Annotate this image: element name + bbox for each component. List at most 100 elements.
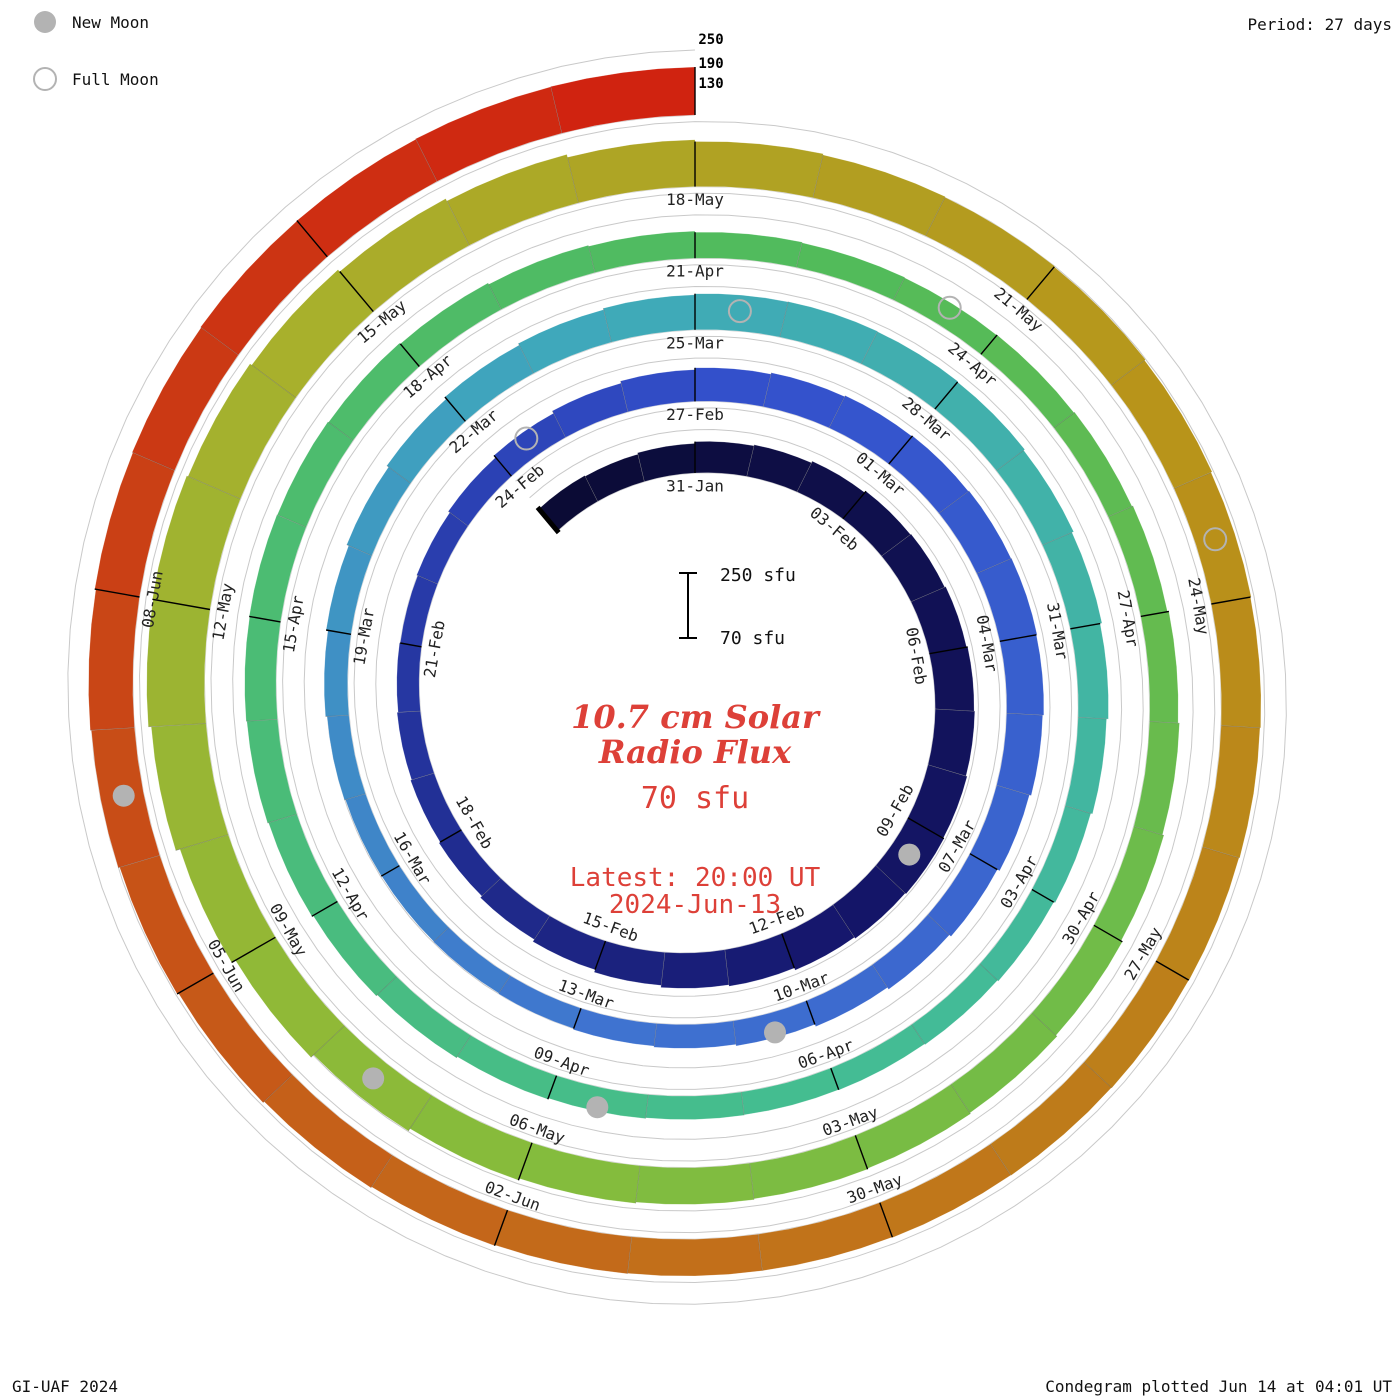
day-tick bbox=[444, 396, 466, 422]
day-tick bbox=[346, 544, 372, 556]
period-label: Period: 27 days bbox=[1248, 15, 1393, 34]
day-tick bbox=[1031, 888, 1055, 903]
day-tick bbox=[175, 834, 229, 851]
day-tick bbox=[94, 588, 140, 598]
flux-day-segment bbox=[572, 1007, 657, 1047]
legend: New Moon Full Moon bbox=[33, 11, 159, 91]
date-label: 18-May bbox=[666, 190, 724, 209]
day-tick bbox=[910, 586, 946, 603]
flux-day-segment bbox=[645, 1091, 745, 1120]
grid-spiral-190sfu bbox=[89, 71, 1266, 1284]
day-tick bbox=[311, 900, 338, 917]
flux-day-segment bbox=[416, 512, 469, 585]
flux-day-segment bbox=[446, 154, 579, 246]
flux-day-segment bbox=[779, 301, 878, 365]
flux-day-segment bbox=[999, 634, 1045, 716]
new-moon-marker bbox=[898, 843, 921, 866]
day-tick bbox=[488, 284, 502, 310]
flux-day-segment bbox=[762, 372, 846, 429]
day-tick bbox=[267, 813, 298, 824]
day-tick bbox=[249, 615, 281, 623]
day-tick bbox=[399, 343, 420, 367]
flux-day-segment bbox=[694, 441, 755, 477]
day-tick bbox=[296, 220, 328, 258]
day-tick bbox=[246, 718, 278, 722]
day-tick bbox=[645, 1094, 649, 1119]
chart-title-line2: Radio Flux bbox=[598, 733, 792, 771]
day-tick bbox=[1026, 266, 1055, 300]
flux-day-segment bbox=[246, 719, 298, 824]
day-tick bbox=[830, 1067, 840, 1091]
day-tick bbox=[1221, 725, 1261, 729]
flux-day-segment bbox=[371, 1154, 508, 1247]
flux-day-segment bbox=[1133, 721, 1180, 836]
day-tick bbox=[380, 865, 400, 877]
day-ticks bbox=[90, 67, 1261, 1274]
day-tick bbox=[481, 878, 501, 897]
day-tick bbox=[746, 444, 755, 477]
spiral-start-cap bbox=[535, 505, 561, 535]
day-tick bbox=[832, 904, 855, 938]
day-tick bbox=[1211, 596, 1251, 605]
day-tick bbox=[635, 1165, 641, 1204]
day-tick bbox=[433, 927, 449, 942]
day-tick bbox=[572, 1008, 582, 1029]
day-tick bbox=[990, 1143, 1012, 1176]
day-tick bbox=[976, 558, 1012, 574]
flux-day-segment bbox=[795, 242, 906, 301]
flux-day-segment bbox=[927, 708, 976, 777]
full-moon-icon bbox=[33, 67, 57, 91]
flux-day-segment bbox=[150, 723, 229, 851]
full-moon-label: Full Moon bbox=[72, 70, 159, 89]
day-tick bbox=[602, 308, 612, 343]
flux-day-segment bbox=[551, 382, 629, 438]
scale-bottom-label: 70 sfu bbox=[720, 628, 785, 649]
day-tick bbox=[872, 964, 888, 988]
new-moon-icon bbox=[34, 11, 56, 33]
flux-day-segment bbox=[627, 1233, 763, 1277]
day-tick bbox=[757, 1234, 763, 1271]
day-tick bbox=[152, 598, 211, 611]
day-tick bbox=[934, 381, 959, 410]
day-tick bbox=[328, 421, 354, 441]
day-tick bbox=[1078, 716, 1107, 720]
new-moon-marker bbox=[362, 1067, 385, 1090]
day-tick bbox=[370, 1155, 393, 1188]
day-tick bbox=[620, 380, 629, 412]
date-label: 31-Jan bbox=[666, 477, 724, 496]
day-tick bbox=[517, 1142, 533, 1181]
day-tick bbox=[828, 395, 846, 429]
day-tick bbox=[493, 1209, 509, 1246]
flux-day-segment bbox=[1110, 359, 1213, 489]
day-tick bbox=[875, 865, 906, 894]
day-tick bbox=[408, 1095, 432, 1132]
day-tick bbox=[1031, 1012, 1058, 1037]
flux-day-segment bbox=[409, 1095, 533, 1181]
day-tick bbox=[416, 574, 438, 585]
flux-day-segment bbox=[1140, 611, 1179, 724]
flux-day-segment bbox=[1211, 596, 1262, 729]
flux-day-segment bbox=[929, 646, 975, 712]
day-tick bbox=[1093, 924, 1123, 943]
flux-day-segment bbox=[911, 963, 998, 1046]
day-tick bbox=[1070, 622, 1101, 630]
day-tick bbox=[796, 461, 813, 493]
scale-top-label: 250 sfu bbox=[720, 565, 796, 586]
day-tick bbox=[996, 784, 1030, 796]
day-tick bbox=[439, 829, 462, 843]
day-tick bbox=[1042, 532, 1073, 546]
flux-day-segment bbox=[376, 976, 472, 1059]
day-tick bbox=[187, 475, 241, 500]
flux-day-segment bbox=[872, 914, 950, 990]
latest-time-label: Latest: 20:00 UT bbox=[570, 863, 821, 893]
date-label: 25-Mar bbox=[666, 333, 724, 352]
day-tick bbox=[1202, 846, 1240, 859]
current-flux-value: 70 sfu bbox=[641, 781, 749, 816]
flux-day-segment bbox=[399, 282, 502, 367]
day-tick bbox=[938, 490, 970, 514]
new-moon-label: New Moon bbox=[72, 13, 149, 32]
day-tick bbox=[132, 451, 175, 471]
latest-date-label: 2024-Jun-13 bbox=[609, 890, 781, 920]
day-tick bbox=[251, 364, 296, 398]
